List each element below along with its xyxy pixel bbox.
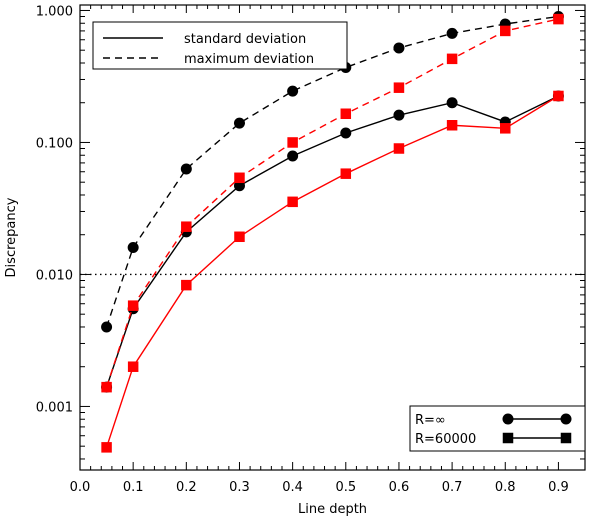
data-point-square	[127, 361, 139, 372]
data-point-square	[446, 53, 458, 65]
x-tick-label: 0.7	[442, 480, 463, 495]
resolution-legend: R=∞ R=60000	[409, 405, 586, 452]
x-tick-label: 0.9	[548, 480, 569, 495]
data-point-circle	[101, 321, 113, 333]
series-line-standard-r-inf	[105, 95, 559, 388]
legend-marker-circle	[502, 413, 514, 425]
legend-marker-square	[560, 432, 572, 444]
legend-label: R=60000	[415, 432, 476, 447]
data-point-square	[500, 123, 511, 134]
data-point-circle	[393, 109, 405, 121]
x-tick-label: 0.0	[70, 480, 91, 495]
x-tick-label: 0.4	[282, 480, 303, 495]
data-point-square	[101, 442, 112, 453]
legend-label: standard deviation	[184, 32, 306, 47]
data-point-square	[181, 279, 192, 291]
data-point-circle	[287, 150, 299, 162]
y-tick-label: 1.000	[36, 4, 73, 19]
plot-frame	[79, 4, 586, 471]
series-layer	[101, 11, 564, 453]
data-point-circle	[287, 85, 299, 97]
line-style-legend: standard deviation maximum deviation	[92, 21, 348, 70]
data-point-circle	[180, 163, 192, 175]
y-axis-label: Discrepancy	[4, 197, 19, 277]
data-point-square	[553, 13, 564, 25]
data-point-square	[393, 82, 405, 93]
legend-marker-square	[502, 432, 514, 444]
data-point-circle	[446, 97, 458, 109]
data-point-circle	[393, 42, 405, 54]
data-point-square	[181, 221, 192, 232]
data-point-circle	[446, 27, 458, 39]
data-point-square	[234, 172, 245, 184]
legend-label: maximum deviation	[184, 52, 314, 67]
x-tick-label: 0.5	[335, 480, 356, 495]
data-point-square	[340, 168, 352, 179]
data-point-square	[287, 196, 298, 208]
x-tick-label: 0.2	[176, 480, 197, 495]
legend-marker-circle	[560, 413, 572, 425]
series-maximum-r-60000	[101, 13, 564, 393]
series-standard-r-60000	[101, 90, 564, 453]
data-point-square	[393, 143, 405, 154]
series-standard-r-inf	[101, 90, 564, 393]
legend-box	[92, 21, 348, 70]
data-point-square	[553, 90, 564, 102]
y-tick-label: 0.010	[36, 268, 73, 283]
series-maximum-r-inf	[101, 11, 564, 333]
data-point-square	[446, 120, 458, 131]
x-axis-label: Line depth	[298, 502, 367, 517]
data-point-square	[234, 231, 245, 243]
data-point-circle	[127, 242, 139, 254]
series-line-maximum-r-inf	[105, 15, 559, 328]
data-point-square	[287, 137, 298, 148]
y-tick-label: 0.100	[36, 136, 73, 151]
data-point-circle	[340, 127, 352, 139]
data-point-square	[340, 108, 352, 120]
data-point-square	[101, 381, 112, 393]
x-tick-label: 0.1	[123, 480, 144, 495]
legend-box	[409, 405, 586, 452]
data-point-square	[500, 25, 511, 37]
x-tick-label: 0.3	[229, 480, 250, 495]
x-tick-label: 0.8	[495, 480, 516, 495]
y-tick-label: 0.001	[36, 400, 73, 415]
data-point-circle	[233, 117, 245, 129]
series-line-standard-r-60000	[105, 95, 559, 448]
legend-label: R=∞	[415, 413, 446, 428]
data-point-square	[127, 300, 139, 311]
x-tick-label: 0.6	[389, 480, 410, 495]
series-line-maximum-r-60000	[105, 18, 559, 388]
